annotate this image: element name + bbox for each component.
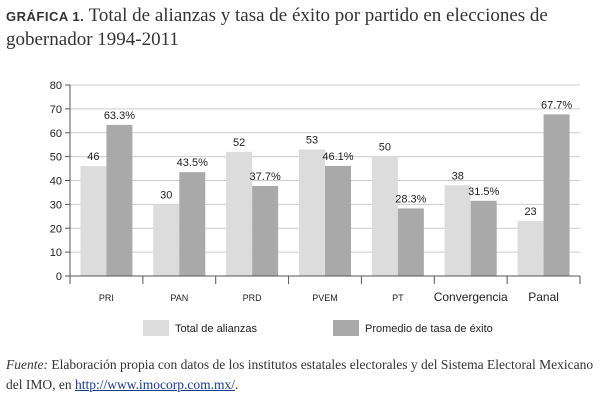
source-text-mid: , en xyxy=(52,377,72,392)
legend-swatch xyxy=(143,320,169,336)
data-label: 31.5% xyxy=(468,186,499,198)
legend-swatch xyxy=(333,320,359,336)
data-label: 52 xyxy=(233,137,245,149)
x-category-label: Panal xyxy=(528,290,559,304)
data-label: 46.1% xyxy=(322,151,353,163)
source-note: Fuente: Elaboración propia con datos de … xyxy=(6,355,611,395)
data-label: 23 xyxy=(524,206,536,218)
bar-tasa-exito xyxy=(397,208,424,276)
y-tick-label: 70 xyxy=(50,104,62,116)
chart-title-label: GRÁFICA 1. xyxy=(6,9,85,24)
data-label: 38 xyxy=(452,170,464,182)
x-category-label: PT xyxy=(392,293,404,303)
data-label: 28.3% xyxy=(395,193,426,205)
bar-tasa-exito xyxy=(252,185,279,276)
bar-total-alianzas xyxy=(80,166,107,276)
data-label: 30 xyxy=(160,189,172,201)
source-text-before: Elaboración propia con datos de los inst… xyxy=(6,357,594,392)
y-tick-label: 20 xyxy=(50,223,62,235)
source-url-link[interactable]: http://www.imocorp.com.mx/ xyxy=(75,377,235,392)
y-tick-label: 80 xyxy=(50,80,62,92)
data-label: 63.3% xyxy=(104,110,135,122)
x-category-label: PRD xyxy=(243,293,263,303)
x-category-label: Convergencia xyxy=(434,290,508,304)
bar-tasa-exito xyxy=(470,200,497,276)
bar-tasa-exito xyxy=(179,172,206,276)
data-label: 46 xyxy=(87,151,99,163)
bar-tasa-exito xyxy=(106,124,133,276)
bar-total-alianzas xyxy=(517,221,544,276)
source-abbr: IMO xyxy=(25,377,53,392)
bar-tasa-exito xyxy=(543,114,570,277)
axes: 0 10 20 30 40 50 60 70 80 PRI PAN PRD PVEM PT Converge… xyxy=(50,80,581,304)
data-label: 67.7% xyxy=(541,99,572,111)
chart-title-text: Total de alianzas y tasa de éxito por pa… xyxy=(6,5,548,50)
y-tick-label: 0 xyxy=(56,271,62,283)
bar-total-alianzas xyxy=(226,151,253,276)
data-label: 50 xyxy=(379,142,391,154)
bar-total-alianzas xyxy=(153,204,180,276)
bar-total-alianzas xyxy=(444,185,471,276)
source-label: Fuente: xyxy=(6,357,48,372)
bar-chart: 46 63.3% 30 43.5% 52 37.7% 53 46.1% 50 28.3% 38 31.… xyxy=(50,80,581,336)
x-category-label: PRI xyxy=(99,293,114,303)
bars xyxy=(80,114,570,277)
bar-total-alianzas xyxy=(371,156,398,276)
x-category-label: PAN xyxy=(170,293,188,303)
bar-total-alianzas xyxy=(299,149,325,276)
source-text-after: . xyxy=(234,377,239,392)
y-tick-label: 30 xyxy=(50,199,62,211)
data-label: 53 xyxy=(306,134,318,146)
bar-tasa-exito xyxy=(325,165,351,276)
data-labels: 46 63.3% 30 43.5% 52 37.7% 53 46.1% 50 28.3% 38 31.… xyxy=(87,99,572,218)
y-tick-label: 10 xyxy=(50,247,62,259)
y-tick-label: 40 xyxy=(50,176,62,188)
y-tick-label: 60 xyxy=(50,128,62,140)
y-tick-label: 50 xyxy=(50,152,62,164)
x-category-label: PVEM xyxy=(312,293,338,303)
legend-label: Promedio de tasa de éxito xyxy=(365,323,493,335)
data-label: 43.5% xyxy=(177,157,208,169)
legend-label: Total de alianzas xyxy=(175,323,257,335)
data-label: 37.7% xyxy=(250,171,281,183)
legend: Total de alianzas Promedio de tasa de éxi… xyxy=(143,320,493,336)
chart-title: GRÁFICA 1. Total de alianzas y tasa de é… xyxy=(6,4,606,51)
